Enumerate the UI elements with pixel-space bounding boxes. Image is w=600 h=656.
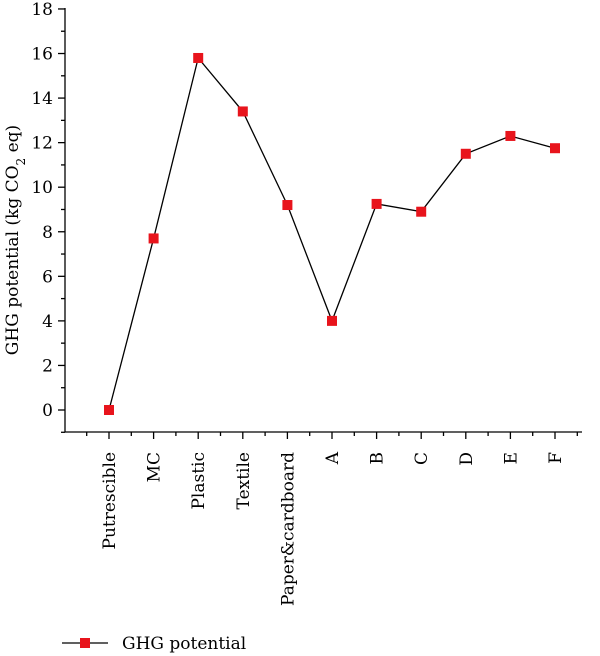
x-tick-label: MC — [145, 452, 165, 482]
y-tick-label: 18 — [31, 0, 53, 20]
y-axis-title-suffix: eq) — [3, 125, 23, 158]
data-point — [148, 233, 159, 244]
legend-label: GHG potential — [122, 634, 246, 654]
x-tick-label: D — [457, 452, 477, 466]
x-axis: Putrescible MC Plastic Textile Paper&cardboa… — [65, 431, 582, 606]
data-point — [460, 148, 471, 159]
x-tick-label: B — [368, 452, 388, 465]
data-point — [282, 200, 293, 211]
legend-marker — [80, 638, 90, 648]
data-point — [327, 315, 337, 326]
y-tick-label: 2 — [42, 356, 53, 376]
x-tick-label: C — [412, 452, 432, 465]
series-line — [108, 56, 556, 411]
y-tick-label: 12 — [31, 134, 53, 154]
data-point — [104, 405, 114, 415]
y-axis-title: GHG potential (kg CO2 eq) — [3, 125, 28, 355]
data-point — [505, 130, 516, 141]
series-layer — [104, 52, 560, 415]
y-tick-label: 14 — [31, 89, 53, 109]
y-tick-label: 10 — [31, 178, 53, 198]
data-point — [371, 198, 382, 209]
x-tick-label: Textile — [234, 452, 254, 509]
x-tick-label: F — [546, 452, 566, 464]
data-point — [416, 206, 427, 217]
data-point — [550, 143, 560, 154]
x-tick-label: A — [323, 451, 343, 465]
x-tick-label: Plastic — [189, 452, 209, 510]
y-tick-label: 8 — [42, 223, 53, 243]
data-point — [193, 52, 204, 63]
data-point — [237, 106, 248, 117]
x-tick-label: Putrescible — [100, 452, 120, 549]
y-axis-title-prefix: GHG potential (kg CO — [3, 165, 23, 355]
x-tick-label: Paper&cardboard — [278, 452, 298, 606]
y-tick-label: 4 — [42, 312, 53, 332]
y-tick-label: 16 — [31, 45, 53, 65]
y-tick-label: 6 — [42, 267, 53, 287]
x-tick-label: E — [501, 452, 521, 464]
y-axis-title-subscript: 2 — [14, 158, 28, 166]
y-axis: 0 2 4 6 8 10 12 14 16 18 — [31, 0, 66, 433]
legend: GHG potential — [62, 634, 246, 654]
y-tick-label: 0 — [42, 401, 53, 421]
